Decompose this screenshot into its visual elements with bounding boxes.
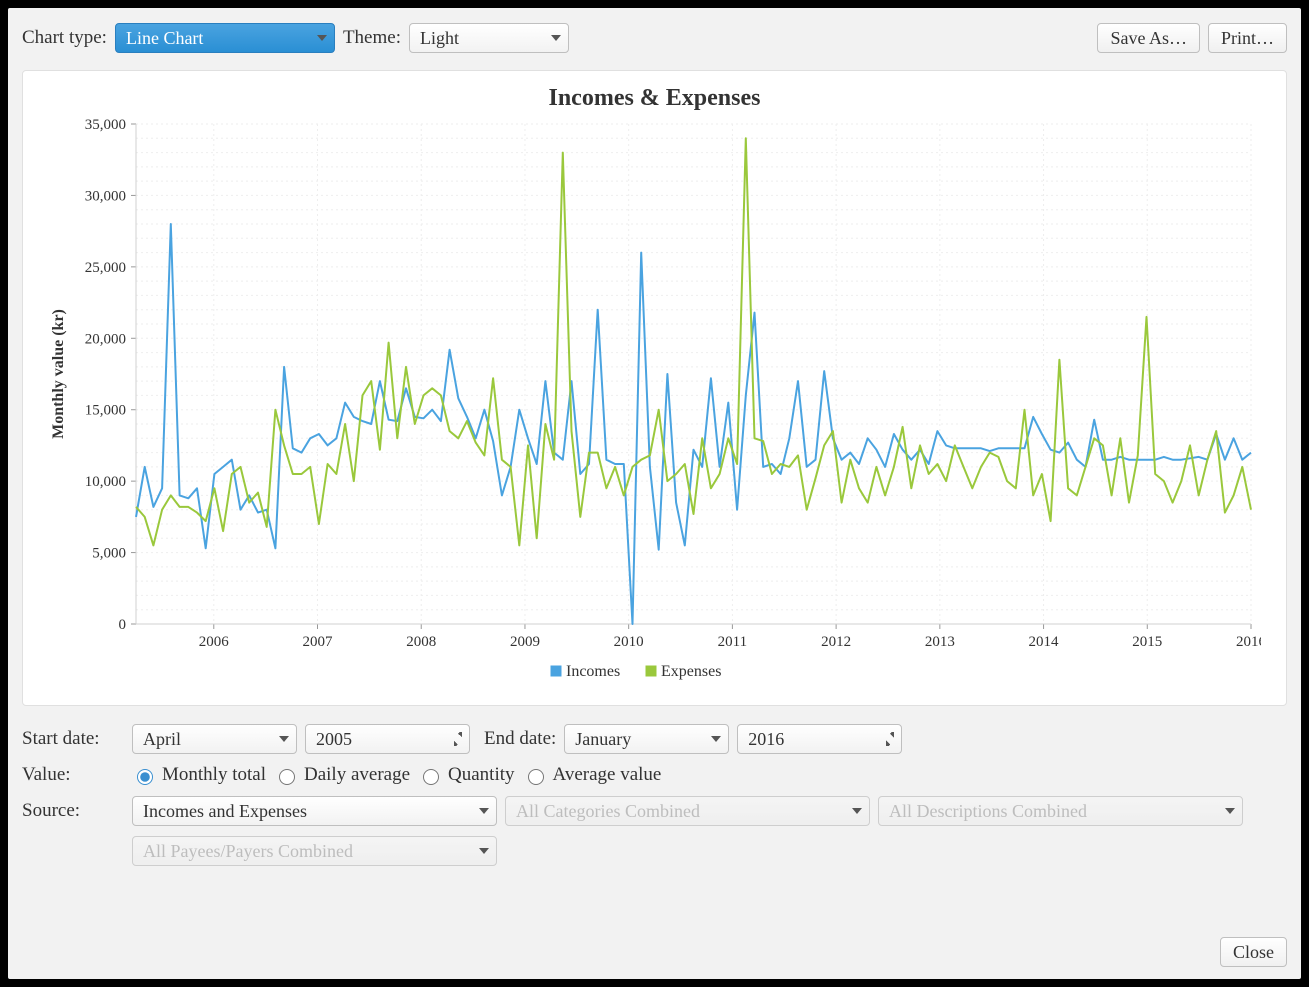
value-radio-2[interactable] [423,769,439,785]
svg-text:25,000: 25,000 [85,260,126,276]
value-radio-1[interactable] [279,769,295,785]
chart-title: Incomes & Expenses [41,85,1268,112]
start-year-select[interactable]: 2005 [305,724,470,754]
svg-text:5,000: 5,000 [92,546,126,562]
svg-text:2011: 2011 [718,634,747,650]
controls-panel: Start date: April 2005 End date: January… [22,724,1287,866]
payees-select: All Payees/Payers Combined [132,836,497,866]
svg-text:Expenses: Expenses [661,663,721,680]
svg-text:2007: 2007 [303,634,334,650]
value-radio-0[interactable] [137,769,153,785]
value-radio-3[interactable] [528,769,544,785]
start-date-label: Start date: [22,728,122,750]
svg-text:15,000: 15,000 [85,403,126,419]
source-label: Source: [22,796,122,822]
svg-text:30,000: 30,000 [85,188,126,204]
value-option-label: Average value [553,764,662,786]
end-date-label: End date: [484,728,556,750]
svg-text:0: 0 [119,617,127,633]
svg-text:2008: 2008 [406,634,436,650]
line-chart: 2006 2007 2008 2009 2010 2011 2012 2013 2014 2015… [41,114,1261,694]
svg-text:20,000: 20,000 [85,331,126,347]
value-radio-group: Monthly total Daily average Quantity Averag… [132,764,1287,786]
value-label: Value: [22,764,122,786]
top-toolbar: Chart type: Line Chart Theme: Light Save… [22,20,1287,56]
dialog-footer: Close [22,925,1287,967]
svg-text:Incomes: Incomes [566,663,620,680]
value-option-0[interactable]: Monthly total [132,764,266,786]
chart-card: Incomes & Expenses 200620072008200920102… [22,70,1287,706]
print-button[interactable]: Print… [1208,23,1287,53]
end-year-select[interactable]: 2016 [737,724,902,754]
svg-text:2014: 2014 [1029,634,1060,650]
chart-type-select[interactable]: Line Chart [115,23,335,53]
svg-text:2016: 2016 [1236,634,1261,650]
svg-text:2009: 2009 [510,634,540,650]
value-option-label: Daily average [304,764,410,786]
theme-select[interactable]: Light [409,23,569,53]
svg-text:2012: 2012 [821,634,851,650]
categories-select: All Categories Combined [505,796,870,826]
value-option-1[interactable]: Daily average [274,764,410,786]
value-option-label: Quantity [448,764,515,786]
chart-dialog: Chart type: Line Chart Theme: Light Save… [8,8,1301,979]
svg-text:2015: 2015 [1132,634,1162,650]
svg-text:2006: 2006 [199,634,230,650]
svg-text:2013: 2013 [925,634,955,650]
value-option-2[interactable]: Quantity [418,764,515,786]
svg-text:2010: 2010 [614,634,644,650]
end-month-select[interactable]: January [564,724,729,754]
source-select[interactable]: Incomes and Expenses [132,796,497,826]
theme-label: Theme: [343,27,401,49]
value-option-3[interactable]: Average value [523,764,662,786]
save-as-button[interactable]: Save As… [1097,23,1200,53]
svg-text:Monthly value (kr): Monthly value (kr) [50,309,67,439]
start-month-select[interactable]: April [132,724,297,754]
svg-text:35,000: 35,000 [85,117,126,133]
close-button[interactable]: Close [1220,937,1287,967]
chart-type-label: Chart type: [22,27,107,49]
svg-text:10,000: 10,000 [85,474,126,490]
value-option-label: Monthly total [162,764,266,786]
descriptions-select: All Descriptions Combined [878,796,1243,826]
